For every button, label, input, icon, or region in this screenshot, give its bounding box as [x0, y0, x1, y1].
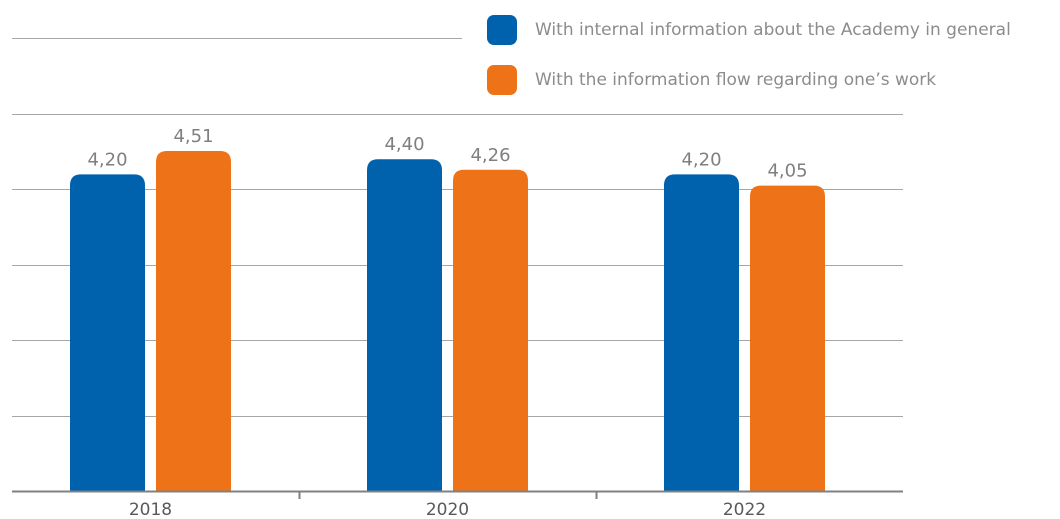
value-label: 4,40 [384, 134, 424, 155]
x-tick-label: 2022 [723, 500, 766, 519]
legend-swatch [487, 15, 517, 45]
x-tick-label: 2018 [129, 500, 172, 519]
legend-item-information-flow: With the information flow regarding one’… [487, 62, 1011, 98]
x-tick-label: 2020 [426, 500, 469, 519]
value-labels: 4,20 4,51 4,40 4,26 4,20 4,05 [87, 126, 807, 182]
bar-2020-series-1 [367, 159, 442, 492]
legend-item-internal-information: With internal information about the Acad… [487, 12, 1011, 48]
bar-2022-series-1 [664, 174, 739, 491]
legend-label: With the information flow regarding one’… [535, 70, 937, 90]
bar-2020-series-2 [453, 169, 528, 491]
bars [70, 150, 825, 492]
bar-2018-series-2 [156, 150, 231, 492]
value-label: 4,26 [470, 145, 510, 166]
bar-2018-series-1 [70, 174, 145, 491]
legend-swatch [487, 65, 517, 95]
value-label: 4,51 [173, 126, 213, 147]
legend: With internal information about the Acad… [487, 12, 1011, 112]
value-label: 4,20 [87, 149, 127, 170]
bar-2022-series-2 [750, 185, 825, 491]
legend-label: With internal information about the Acad… [535, 20, 1011, 40]
value-label: 4,05 [767, 161, 807, 182]
value-label: 4,20 [681, 149, 721, 170]
x-axis: 2018 2020 2022 [12, 490, 903, 519]
